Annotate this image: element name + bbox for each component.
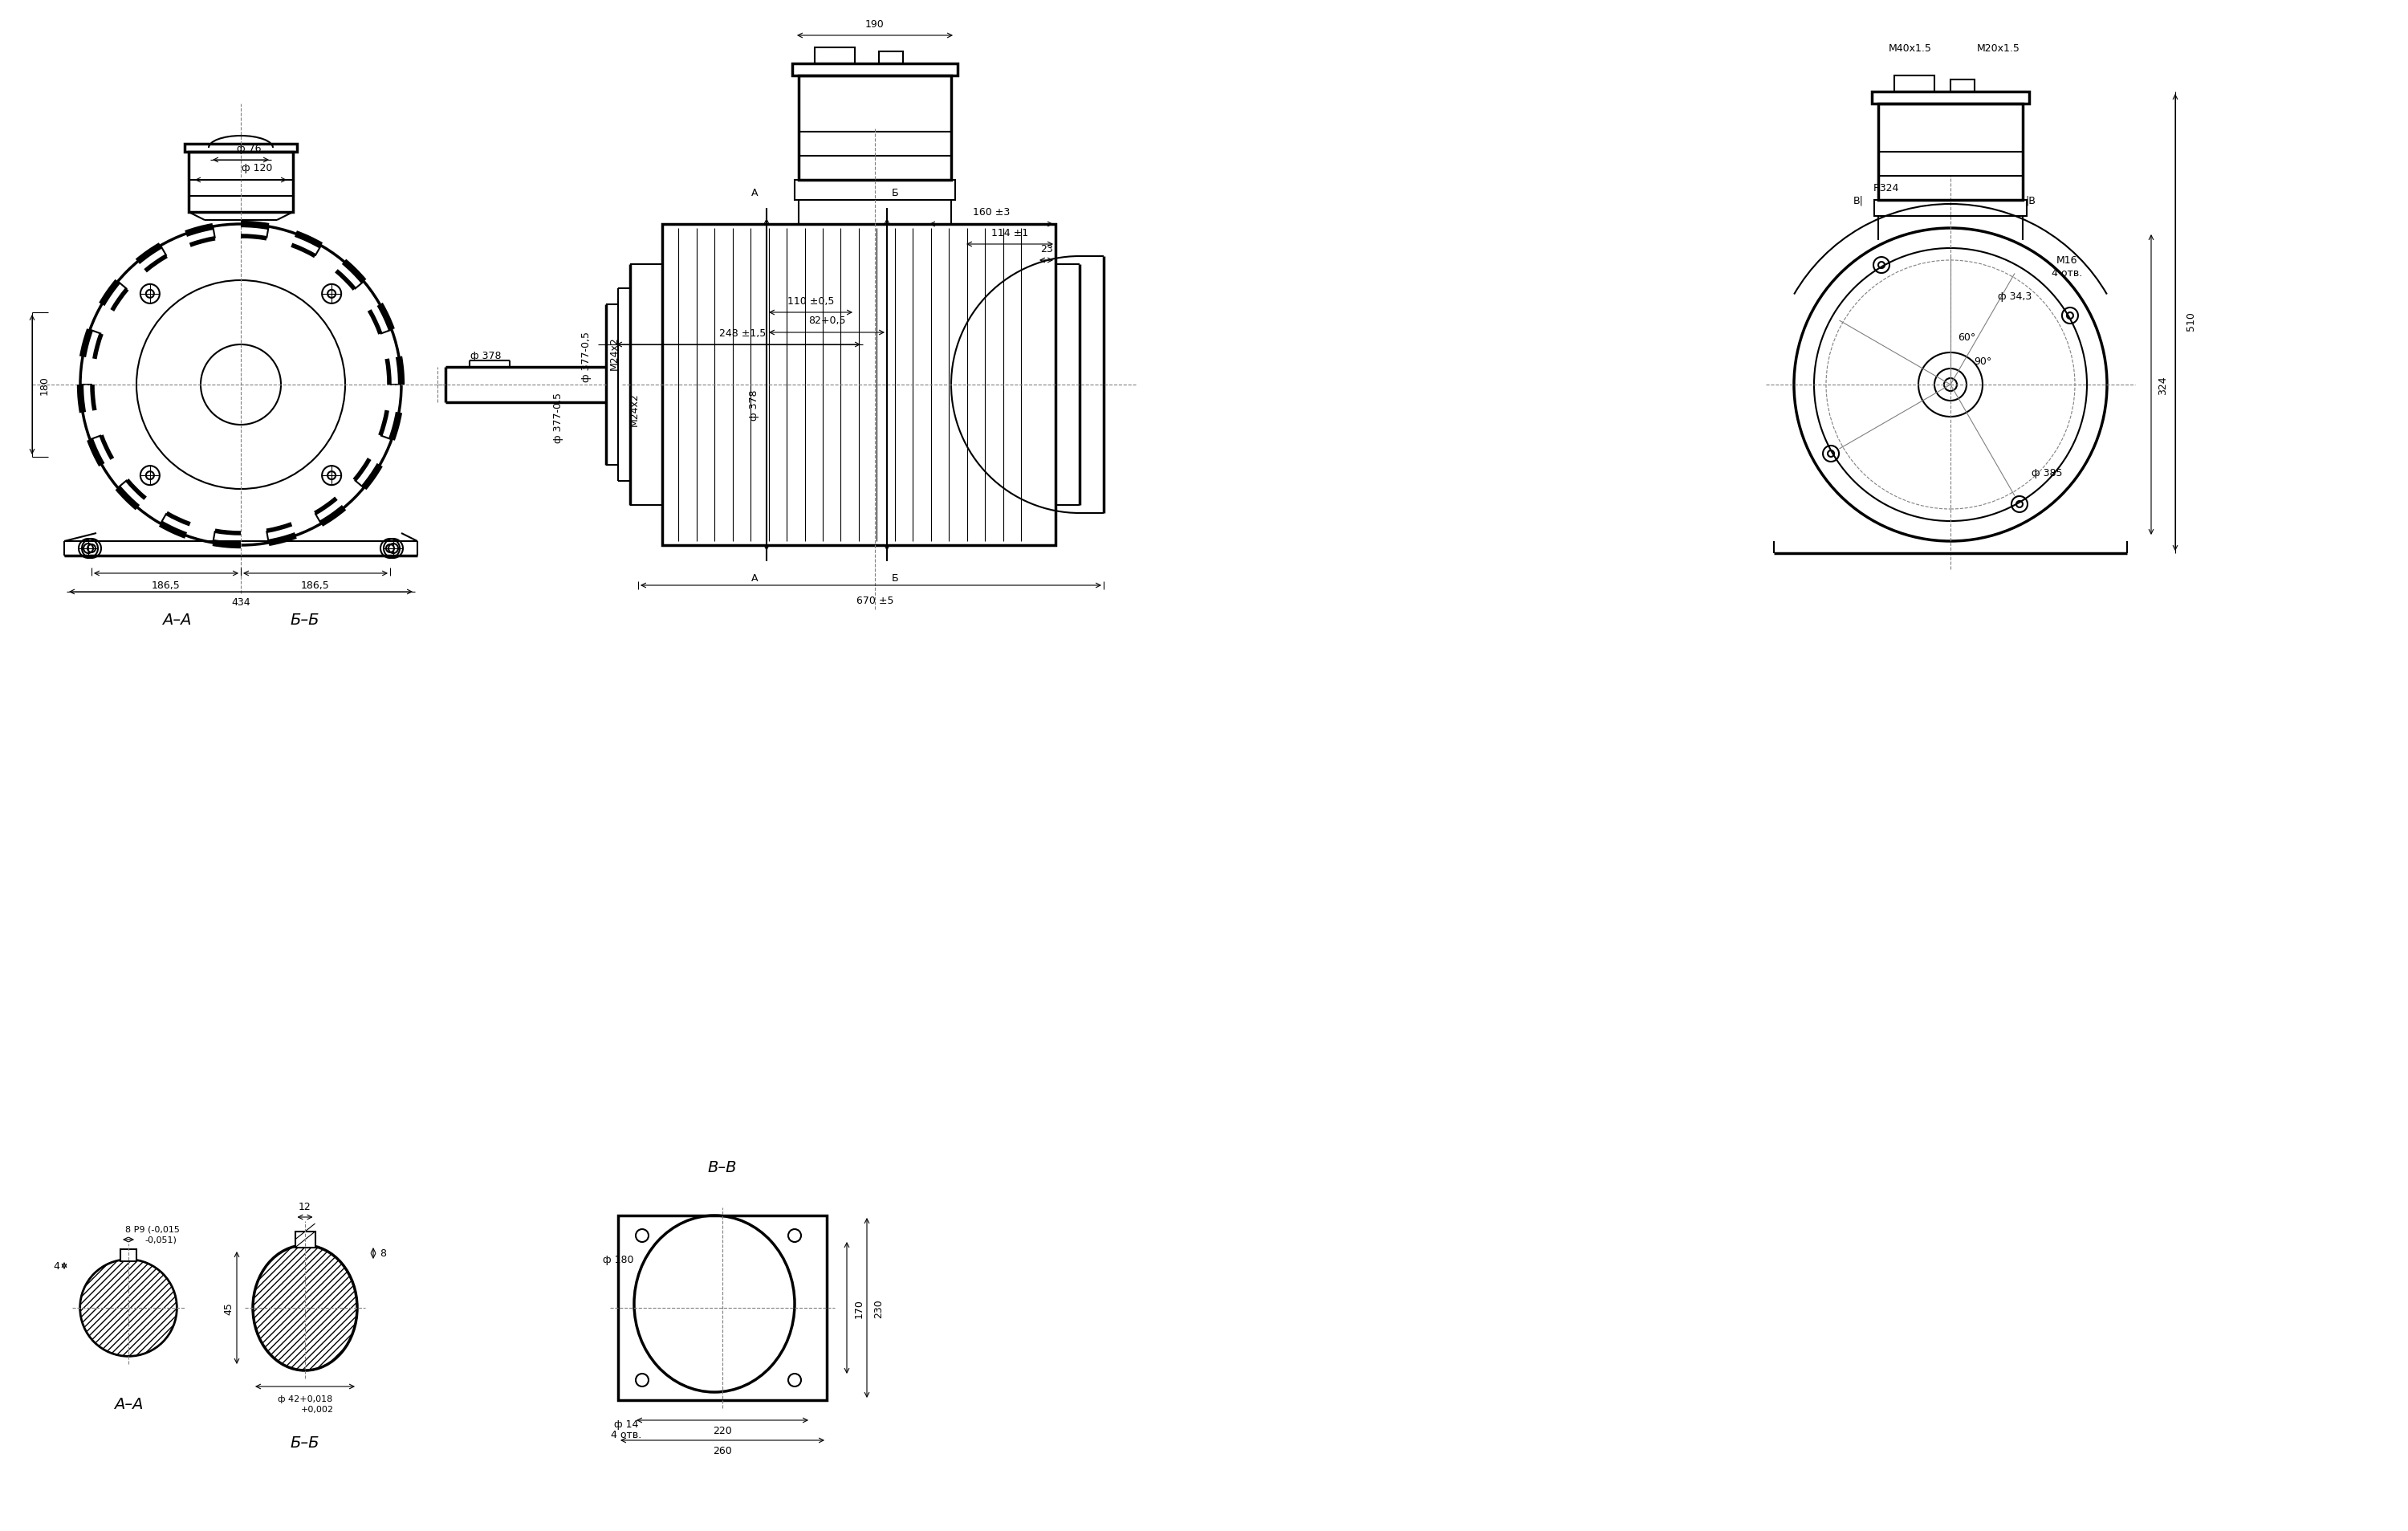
- Text: ф 385: ф 385: [2032, 468, 2061, 479]
- Text: 4 отв.: 4 отв.: [612, 1430, 641, 1441]
- Text: В–В: В–В: [708, 1160, 737, 1176]
- Text: ф 377-0,5: ф 377-0,5: [580, 332, 592, 383]
- Text: 90°: 90°: [1975, 355, 1991, 366]
- Text: В|: В|: [1854, 196, 1864, 205]
- Text: Б: Б: [891, 573, 898, 583]
- Text: |В: |В: [2025, 196, 2035, 205]
- Text: ф 42+0,018: ф 42+0,018: [277, 1395, 332, 1402]
- Text: M20x1.5: M20x1.5: [1977, 43, 2020, 54]
- Text: ф 378: ф 378: [749, 390, 761, 421]
- Text: ф 378: ф 378: [470, 351, 501, 361]
- Bar: [1950, 80, 1975, 92]
- Text: 248 ±1,5: 248 ±1,5: [720, 328, 766, 338]
- Text: А: А: [751, 573, 759, 583]
- Text: 230: 230: [874, 1298, 884, 1318]
- Bar: [1873, 201, 2028, 217]
- Text: 186,5: 186,5: [301, 580, 330, 591]
- Text: 23: 23: [1040, 243, 1052, 254]
- Bar: [1878, 104, 2023, 201]
- Text: ф 120: ф 120: [241, 164, 272, 173]
- Text: 45: 45: [224, 1301, 234, 1314]
- Text: 8: 8: [380, 1248, 385, 1258]
- Text: 510: 510: [2186, 311, 2196, 331]
- Bar: [662, 225, 1055, 545]
- Text: Б–Б: Б–Б: [291, 612, 320, 628]
- Text: 186,5: 186,5: [152, 580, 181, 591]
- Text: ф 34,3: ф 34,3: [1999, 292, 2032, 302]
- Text: А–А: А–А: [113, 1396, 142, 1412]
- Text: ф 14: ф 14: [614, 1419, 638, 1430]
- Text: 8 Р9 (-0,015: 8 Р9 (-0,015: [125, 1225, 181, 1234]
- Polygon shape: [79, 1260, 176, 1356]
- Text: 4: 4: [53, 1262, 60, 1271]
- Text: 4 отв.: 4 отв.: [2052, 268, 2083, 279]
- Ellipse shape: [253, 1245, 356, 1370]
- Bar: [619, 1216, 826, 1401]
- Text: R324: R324: [1873, 184, 1900, 194]
- Text: А–А: А–А: [161, 612, 190, 628]
- Text: ф 76: ф 76: [236, 144, 260, 153]
- Bar: [799, 77, 951, 181]
- Text: 180: 180: [39, 375, 51, 395]
- Bar: [296, 1232, 315, 1248]
- Text: А: А: [751, 187, 759, 197]
- Text: +0,002: +0,002: [301, 1405, 335, 1413]
- Text: Б: Б: [891, 187, 898, 197]
- Text: Б–Б: Б–Б: [291, 1435, 320, 1450]
- Text: 190: 190: [864, 18, 884, 29]
- Text: -0,051): -0,051): [144, 1236, 176, 1243]
- Bar: [188, 153, 294, 213]
- Text: 170: 170: [852, 1298, 864, 1318]
- Text: 60°: 60°: [1958, 332, 1975, 343]
- Bar: [792, 64, 958, 77]
- Bar: [1895, 77, 1934, 92]
- Bar: [120, 1249, 137, 1262]
- Text: 324: 324: [2158, 375, 2167, 395]
- Text: ф 180: ф 180: [602, 1254, 633, 1265]
- Text: ф 377-0,5: ф 377-0,5: [554, 392, 563, 442]
- Text: 110 ±0,5: 110 ±0,5: [787, 295, 833, 306]
- Text: М24х2: М24х2: [609, 337, 619, 371]
- Text: 670 ±5: 670 ±5: [857, 596, 893, 605]
- Text: 82+0,5: 82+0,5: [809, 315, 845, 326]
- Bar: [1871, 92, 2030, 104]
- Text: 114 ±1: 114 ±1: [992, 228, 1028, 237]
- Bar: [879, 52, 903, 64]
- Text: M40x1.5: M40x1.5: [1888, 43, 1931, 54]
- Text: M16: M16: [2056, 256, 2078, 266]
- Text: 12: 12: [299, 1202, 311, 1213]
- Bar: [185, 144, 296, 153]
- Circle shape: [79, 1260, 176, 1356]
- Text: 260: 260: [713, 1445, 732, 1456]
- Bar: [814, 47, 855, 64]
- Text: М24х2: М24х2: [628, 392, 641, 426]
- Bar: [795, 181, 956, 201]
- Text: 160 ±3: 160 ±3: [973, 207, 1009, 217]
- Text: 220: 220: [713, 1425, 732, 1436]
- Text: 434: 434: [231, 597, 250, 608]
